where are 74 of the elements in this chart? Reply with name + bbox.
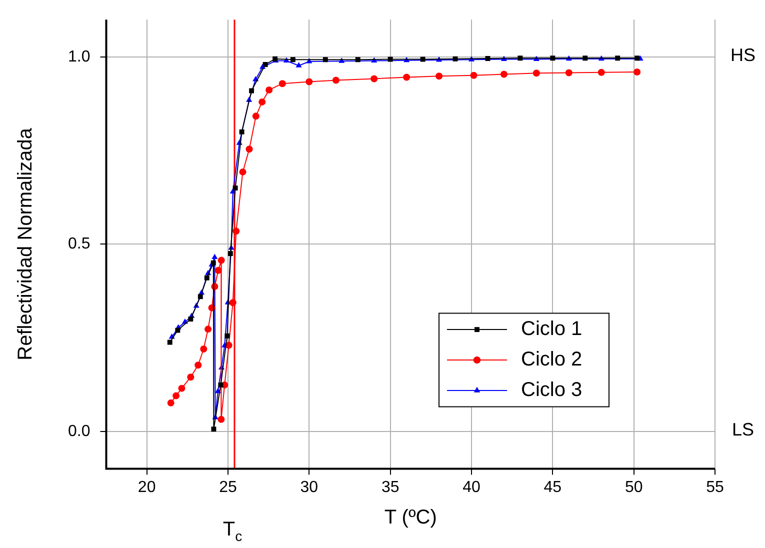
x-tick-label: 20	[138, 478, 156, 496]
point	[518, 56, 523, 61]
point	[239, 168, 246, 176]
point	[388, 56, 393, 62]
x-tick-label: 25	[219, 478, 237, 496]
point	[232, 186, 238, 191]
point	[172, 392, 180, 400]
legend-label: Ciclo 2	[521, 348, 582, 371]
point	[296, 62, 302, 68]
point	[178, 384, 186, 392]
point	[370, 75, 378, 82]
point	[634, 56, 640, 61]
x-tick-label: 50	[624, 478, 643, 496]
x-tick-label: 35	[381, 478, 400, 496]
point	[532, 70, 540, 77]
point	[175, 328, 180, 333]
x-tick-label: 30	[300, 478, 318, 496]
legend-label: Ciclo 3	[521, 379, 582, 402]
y-axis-title: Reflectividad Normalizada	[14, 127, 37, 360]
point	[249, 88, 254, 94]
point	[198, 294, 203, 300]
text: HS	[730, 45, 756, 65]
point	[452, 56, 458, 62]
point	[211, 426, 216, 432]
point	[167, 399, 174, 406]
x-tick-label: 55	[706, 478, 724, 496]
point	[228, 251, 233, 256]
x-axis-title: T (ºC)	[384, 506, 437, 529]
point	[167, 340, 172, 345]
point	[262, 62, 268, 67]
point	[204, 275, 210, 280]
point	[485, 56, 490, 62]
point	[470, 72, 478, 79]
point	[214, 266, 222, 274]
point	[565, 69, 572, 76]
point	[258, 98, 266, 106]
point	[212, 254, 218, 260]
point	[322, 57, 328, 62]
point	[306, 78, 313, 86]
point	[634, 68, 641, 76]
y-tick-label: 0.5	[68, 236, 90, 253]
legend-label: Ciclo 1	[521, 318, 582, 340]
point	[332, 76, 340, 84]
y-tick-label: 1.0	[68, 48, 90, 66]
point	[200, 346, 208, 353]
point	[500, 70, 508, 78]
point	[582, 56, 588, 61]
point	[204, 326, 212, 333]
point	[218, 382, 224, 388]
point	[615, 56, 620, 61]
point	[194, 362, 202, 369]
point	[436, 72, 443, 80]
point	[229, 299, 236, 306]
point	[246, 146, 253, 153]
point	[188, 316, 194, 322]
point	[403, 74, 410, 81]
point	[290, 57, 296, 62]
point	[355, 57, 360, 62]
point	[598, 68, 605, 76]
point	[232, 228, 240, 235]
y-tick-label: 0.0	[68, 422, 90, 440]
point	[218, 416, 225, 423]
point	[266, 86, 273, 94]
point	[187, 374, 194, 381]
x-tick-label: 45	[544, 478, 562, 496]
point	[550, 56, 556, 61]
point	[239, 129, 244, 134]
point	[224, 333, 230, 338]
point	[252, 112, 260, 120]
text: LS	[732, 419, 754, 440]
point	[218, 256, 225, 264]
x-tick-label: 40	[462, 478, 480, 496]
point	[420, 56, 426, 62]
point	[278, 80, 286, 88]
